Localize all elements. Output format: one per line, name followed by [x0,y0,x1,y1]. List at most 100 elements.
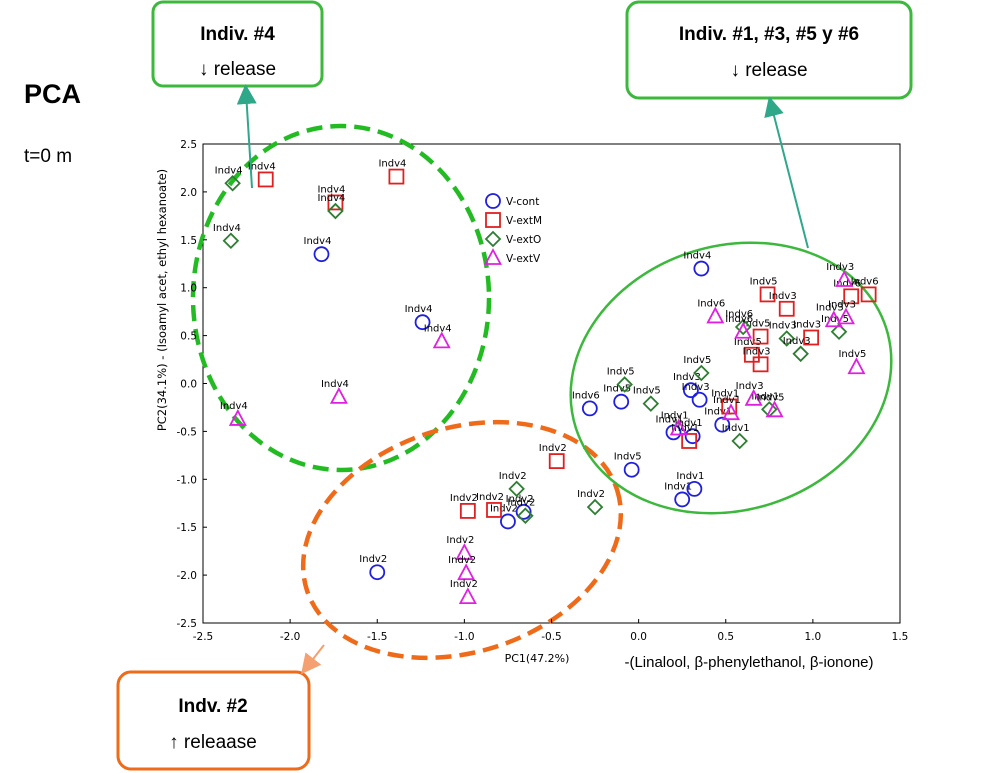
point-v-extm [860,286,877,303]
point-label: Indv5 [757,392,785,403]
x-tick-label: 1.0 [805,631,822,643]
point-label: Indv1 [713,395,741,406]
point-v-exto [778,330,796,347]
point-label: Indv6 [833,278,861,289]
callout-indiv1356: Indiv. #1, #3, #5 y #6 ↓ release [625,0,913,100]
x-tick-label: -0.5 [541,631,562,643]
point-label: Indv1 [704,407,732,418]
legend-marker-v-exto [484,230,502,248]
point-v-extm [752,328,769,345]
point-label: Indv3 [769,320,797,331]
point-label: Indv3 [816,302,844,313]
y-tick-label: 1.5 [180,235,197,247]
x-axis-label: PC1(47.2%) [505,652,570,665]
y-tick-label: -2.5 [177,618,198,630]
point-label: Indv1 [751,391,779,402]
point-v-extv [824,310,843,328]
point-label: Indv2 [490,503,518,514]
point-v-extm [803,329,820,346]
point-label: Indv6 [572,390,600,401]
point-v-cont [313,246,330,263]
point-label: Indv4 [683,251,711,262]
point-v-extm [759,286,776,303]
group-ellipse-indiv2 [300,419,624,661]
point-label: Indv3 [826,262,854,273]
point-v-extv [847,357,866,375]
point-v-extm [327,194,344,211]
point-label: Indv3 [736,381,764,392]
point-v-extm [721,398,738,415]
point-label: Indv3 [682,382,710,393]
point-v-exto [222,232,240,250]
y-tick-label: -2.0 [177,570,198,582]
x-tick-label: 0.0 [630,631,647,643]
point-v-cont [369,564,386,581]
point-v-extm [486,502,502,518]
point-label: Indv3 [673,372,701,383]
point-v-extm [681,433,698,449]
point-v-exto [734,318,752,336]
point-v-extv [455,543,474,560]
point-v-cont [623,461,640,478]
y-tick-label: -1.0 [177,474,198,486]
point-v-extv [457,563,476,581]
x-tick-label: -1.5 [367,631,388,643]
point-label: Indv5 [743,319,771,330]
point-v-exto [517,507,534,524]
point-v-extm [843,288,860,305]
point-label: Indv6 [697,298,725,309]
point-v-exto [792,345,809,363]
point-label: Indv4 [213,223,241,234]
point-label: Indv2 [359,554,387,565]
point-v-cont [414,314,431,331]
point-v-extv [458,587,477,605]
point-v-cont [684,428,701,445]
point-label: Indv5 [607,366,635,377]
point-label: Indv5 [683,355,711,366]
x-tick-label: -2.0 [280,631,301,643]
callout-indiv2-title: Indv. #2 [178,696,247,717]
point-v-exto [616,376,633,393]
point-label: Indv4 [215,165,243,176]
point-v-extm [388,168,405,185]
x-axis-extra-label: -(Linalool, β-phenylethanol, β-ionone) [624,654,873,671]
arrow-indiv1356 [764,96,809,249]
y-tick-label: -0.5 [177,426,198,438]
point-v-exto [731,432,748,450]
point-v-exto [327,202,344,220]
point-v-extm [743,346,760,363]
y-tick-label: 0.0 [180,379,197,391]
point-v-extv [228,409,247,426]
point-v-cont [581,400,598,417]
point-label: Indv2 [450,493,478,504]
point-v-extm [548,453,565,469]
point-label: Indv6 [851,276,879,287]
point-label: Indv2 [446,535,474,546]
legend-label: V-extV [506,253,541,265]
legend-marker-v-extm [485,212,501,228]
point-v-cont [674,491,691,508]
point-v-extv [329,387,348,404]
point-label: Indv4 [248,161,276,172]
legend-marker-v-extv [483,248,503,265]
point-label: Indv5 [614,452,642,463]
point-v-extv [706,306,725,324]
point-label: Indv5 [750,276,778,287]
point-label: Indv2 [506,494,534,505]
point-label: Indv1 [656,414,684,425]
pca-title: PCA [24,79,81,109]
point-v-extv [669,418,688,436]
point-v-exto [642,395,660,412]
y-axis-label: PC2(34.1%) - (Isoamyl acet, ethyl hexano… [155,169,169,431]
x-tick-label: -2.5 [193,631,214,643]
point-v-extv [432,331,451,349]
point-v-exto [693,364,710,382]
arrow-indiv2 [301,644,325,675]
point-label: Indv6 [725,314,753,325]
point-label: Indv3 [793,320,821,331]
point-v-extm [459,503,476,519]
point-label: Indv4 [378,159,406,170]
point-label: Indv4 [405,304,433,315]
point-v-extm [257,171,274,188]
callout-indiv2-effect: ↑ releaase [169,732,257,753]
